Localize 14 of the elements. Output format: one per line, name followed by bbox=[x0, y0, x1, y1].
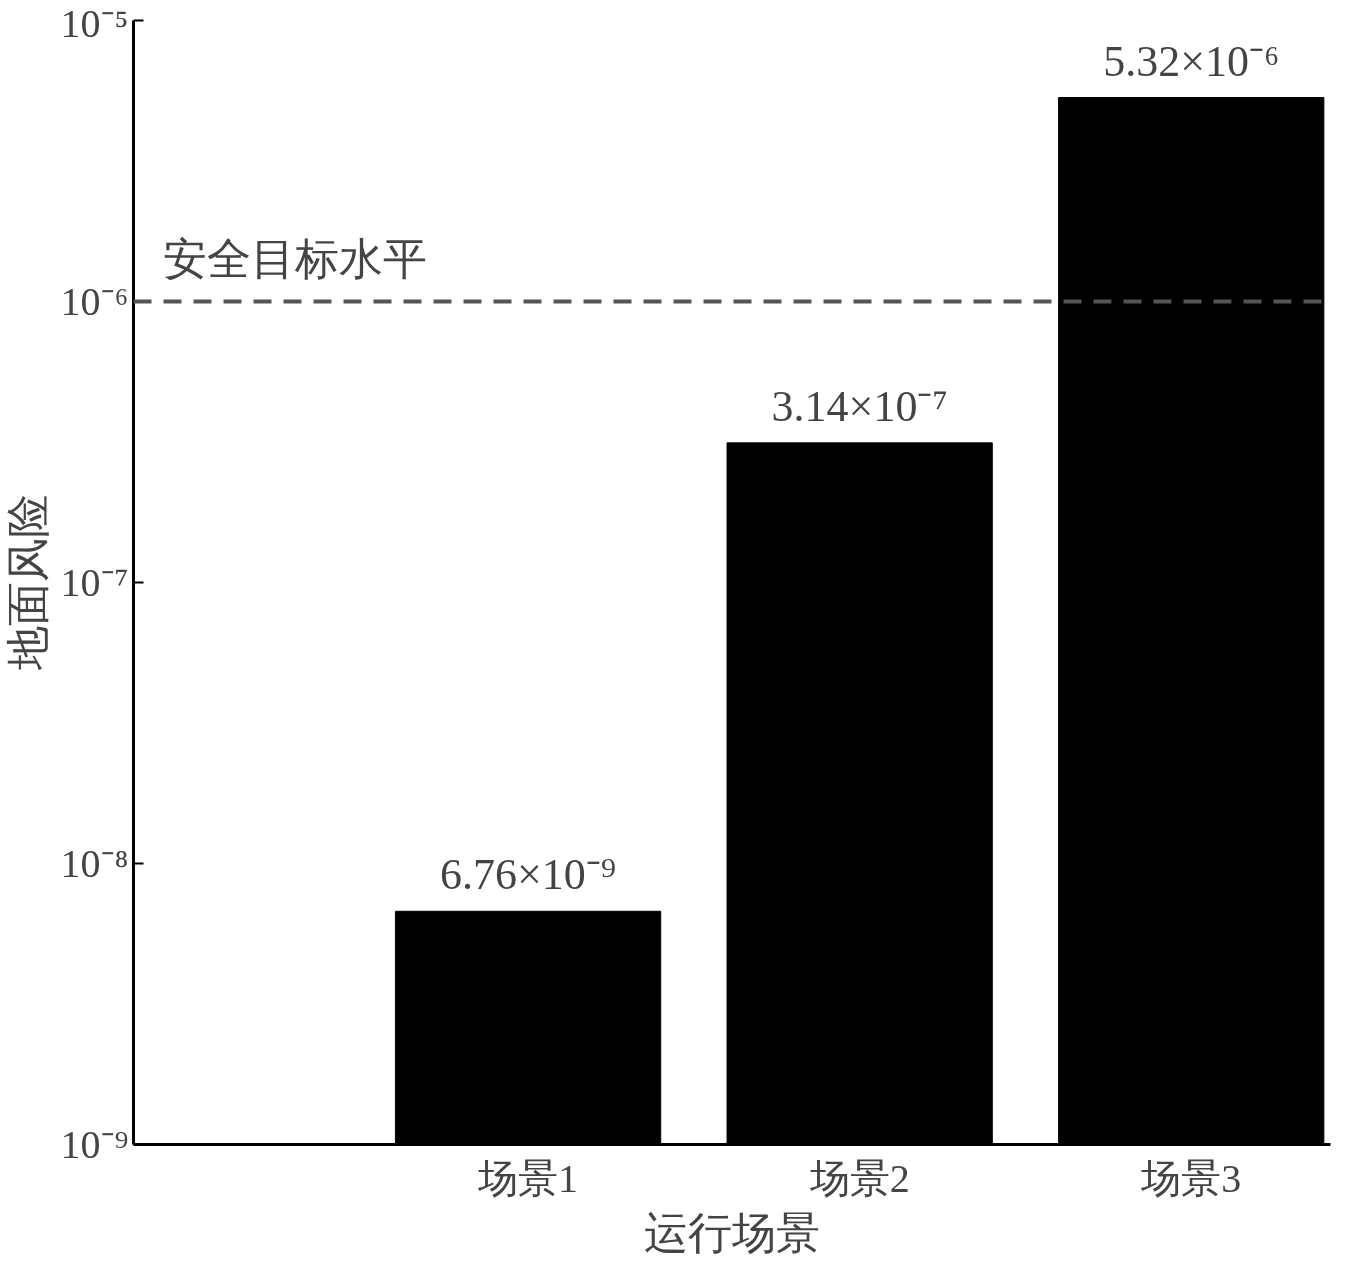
x-tick-label: 场景2 bbox=[808, 1155, 910, 1201]
y-tick-label: 10⁻⁹ bbox=[60, 1122, 129, 1167]
y-tick-label: 10⁻⁸ bbox=[60, 841, 129, 886]
data-label: 3.14×10⁻⁷ bbox=[771, 381, 948, 431]
data-label: 6.76×10⁻⁹ bbox=[440, 850, 617, 900]
x-tick-label: 场景1 bbox=[477, 1155, 579, 1201]
x-tick-label: 场景3 bbox=[1140, 1155, 1242, 1201]
y-tick-label: 10⁻⁷ bbox=[60, 560, 129, 605]
y-tick-label: 10⁻⁶ bbox=[60, 279, 129, 324]
y-axis-title: 地面风险 bbox=[3, 494, 53, 672]
ref-line-label: 安全目标水平 bbox=[163, 234, 428, 284]
x-axis-title: 运行场景 bbox=[644, 1208, 820, 1258]
y-tick-label: 10⁻⁵ bbox=[60, 0, 129, 46]
data-label: 5.32×10⁻⁶ bbox=[1103, 36, 1280, 86]
